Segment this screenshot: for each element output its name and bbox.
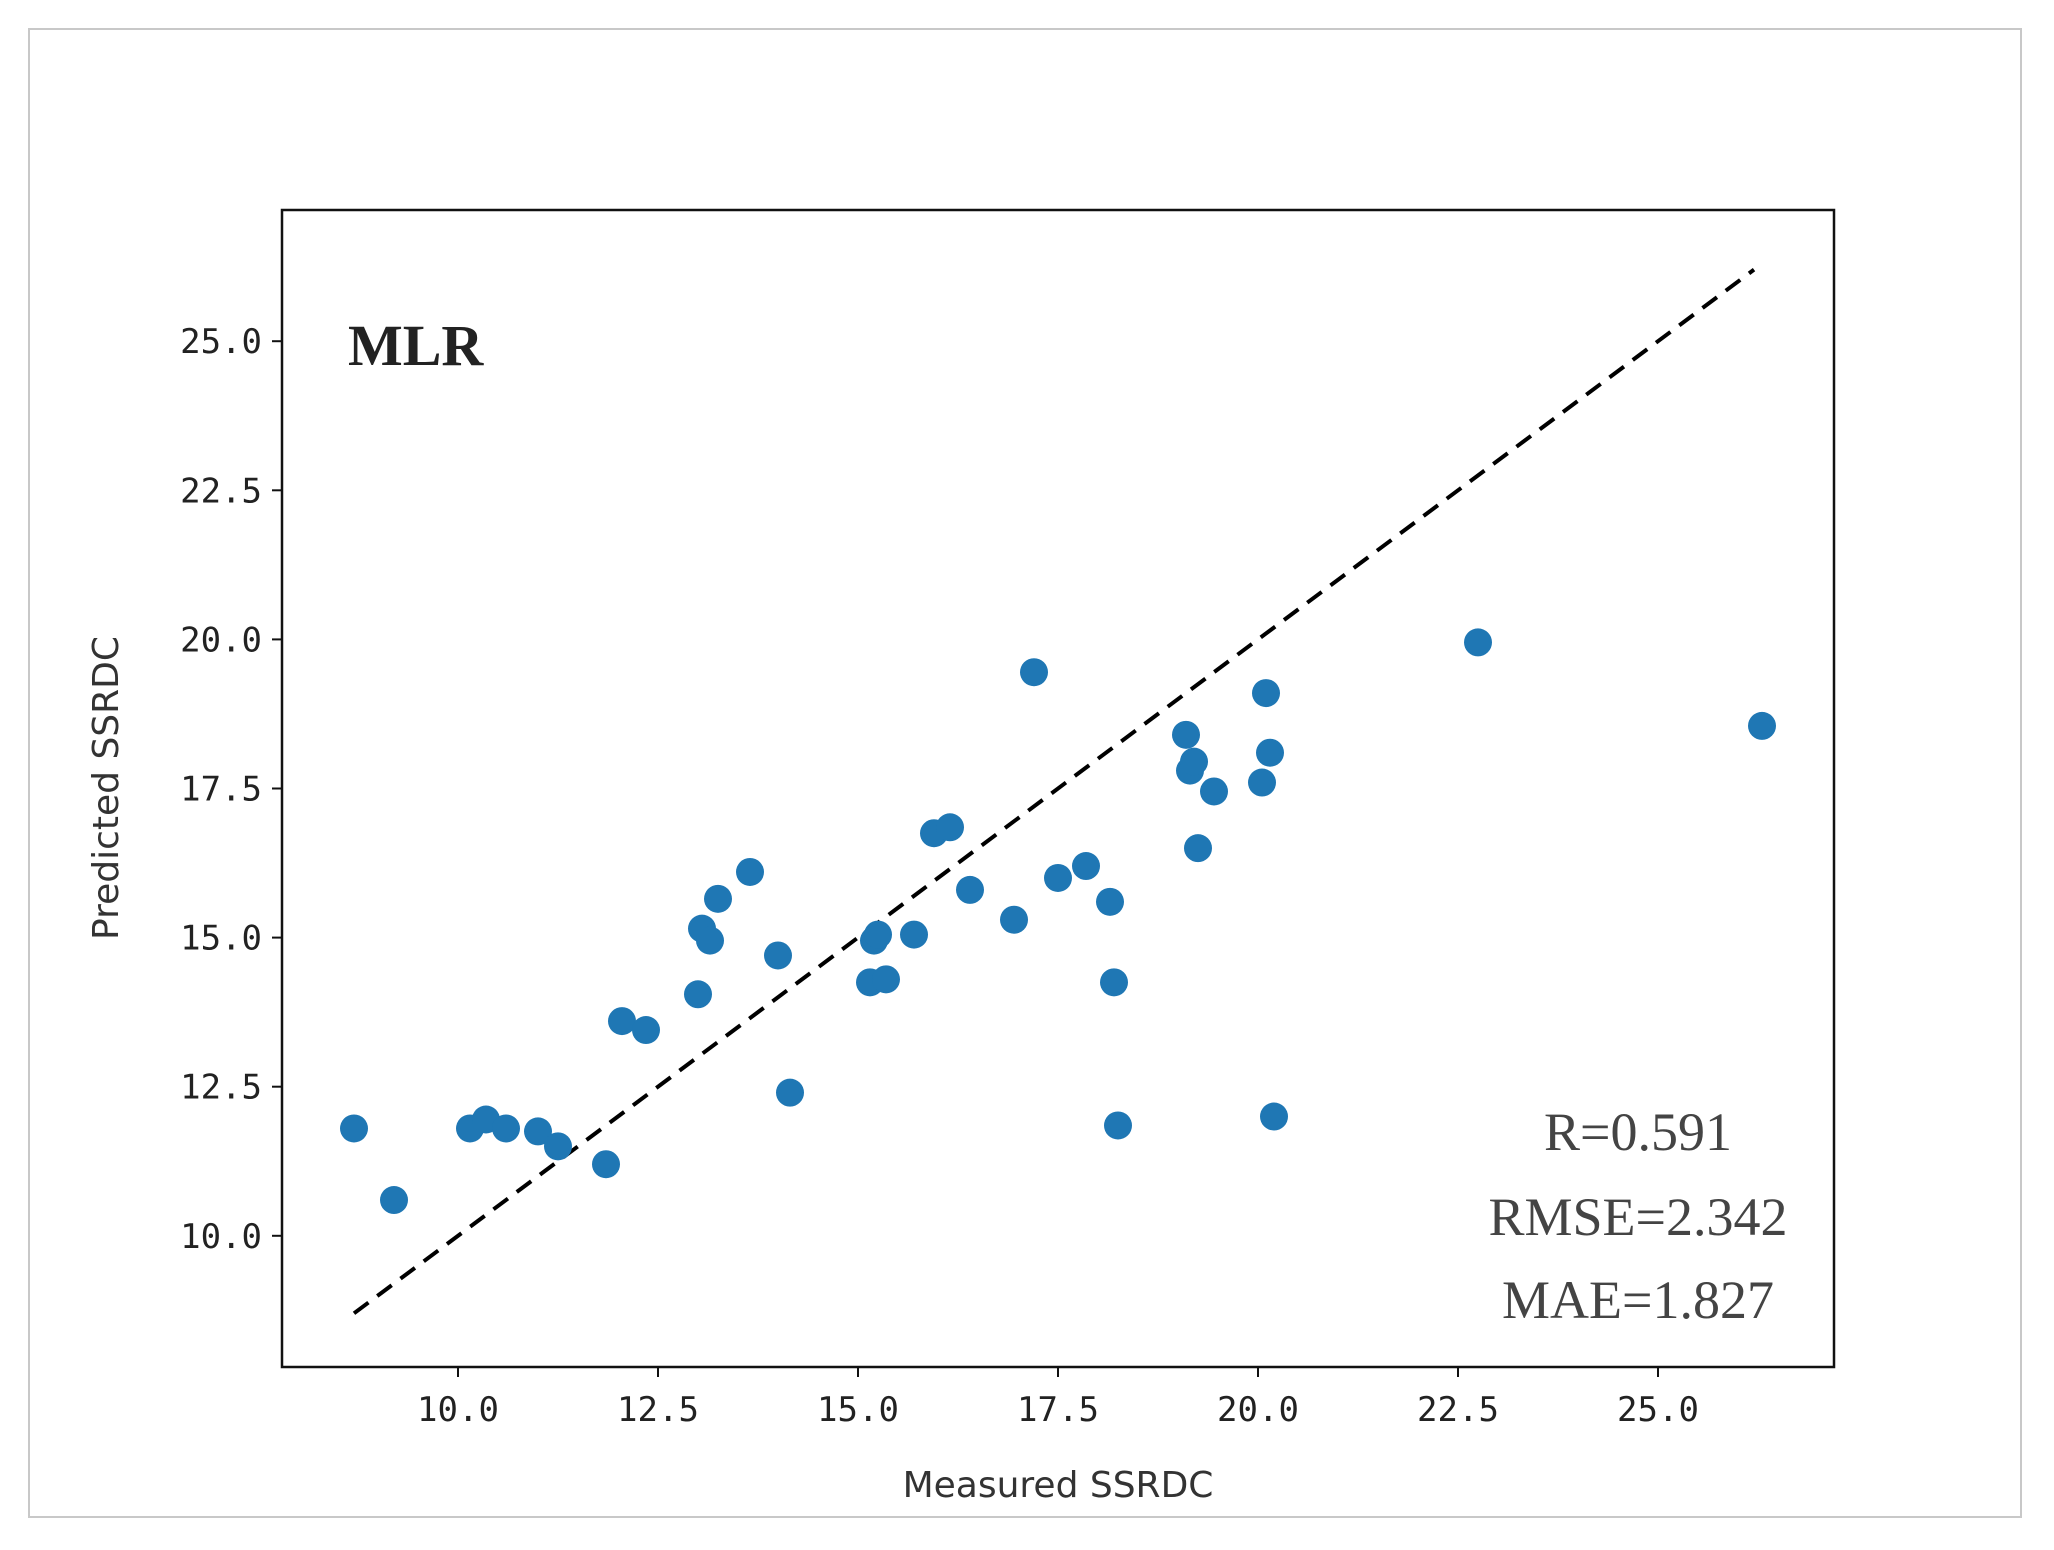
data-point: [1000, 905, 1028, 934]
data-point: [1252, 679, 1280, 708]
data-point: [1260, 1102, 1288, 1131]
x-tick-label: 10.0: [417, 1390, 499, 1430]
y-tick-label: 17.5: [180, 770, 262, 810]
data-point: [704, 884, 732, 913]
data-point: [1044, 863, 1072, 892]
data-point: [1096, 887, 1124, 916]
y-tick-label: 10.0: [180, 1217, 262, 1257]
y-tick-label: 25.0: [180, 322, 262, 362]
model-label: MLR: [348, 313, 484, 378]
y-tick-label: 22.5: [180, 471, 262, 511]
data-point: [592, 1150, 620, 1179]
data-point: [684, 980, 712, 1009]
y-axis-label: Predicted SSRDC: [86, 636, 127, 940]
x-tick-label: 22.5: [1417, 1390, 1499, 1430]
data-point: [1104, 1111, 1132, 1140]
data-point: [900, 920, 928, 949]
x-tick-label: 25.0: [1617, 1390, 1699, 1430]
x-tick-label: 15.0: [817, 1390, 899, 1430]
data-point: [1464, 628, 1492, 657]
data-point: [936, 813, 964, 842]
y-tick-label: 20.0: [180, 620, 262, 660]
data-point: [608, 1007, 636, 1036]
data-point: [492, 1114, 520, 1143]
y-tick-label: 12.5: [180, 1068, 262, 1108]
data-point: [1100, 968, 1128, 997]
data-point: [956, 875, 984, 904]
data-point: [696, 926, 724, 955]
reference-line: [352, 268, 1756, 1315]
data-point: [1248, 768, 1276, 797]
metric-rmse: RMSE=2.342: [1488, 1187, 1787, 1247]
data-point: [544, 1132, 572, 1161]
data-point: [736, 857, 764, 886]
data-point: [1020, 658, 1048, 687]
data-point: [524, 1117, 552, 1146]
data-point: [1180, 747, 1208, 776]
x-tick-label: 17.5: [1017, 1390, 1099, 1430]
data-point: [1748, 711, 1776, 740]
metric-r: R=0.591: [1544, 1102, 1732, 1162]
y-tick-label: 15.0: [180, 919, 262, 959]
x-tick-label: 20.0: [1217, 1390, 1299, 1430]
data-point: [776, 1078, 804, 1107]
data-point: [1072, 852, 1100, 881]
data-point: [1200, 777, 1228, 806]
data-point: [864, 920, 892, 949]
data-point: [380, 1186, 408, 1215]
x-axis-label: Measured SSRDC: [903, 1465, 1214, 1506]
data-point: [1172, 720, 1200, 749]
data-point: [1184, 834, 1212, 863]
data-point: [340, 1114, 368, 1143]
x-tick-label: 12.5: [617, 1390, 699, 1430]
data-point: [1256, 738, 1284, 767]
metric-mae: MAE=1.827: [1502, 1270, 1774, 1330]
data-point: [764, 941, 792, 970]
data-point: [632, 1016, 660, 1045]
data-point: [872, 965, 900, 994]
